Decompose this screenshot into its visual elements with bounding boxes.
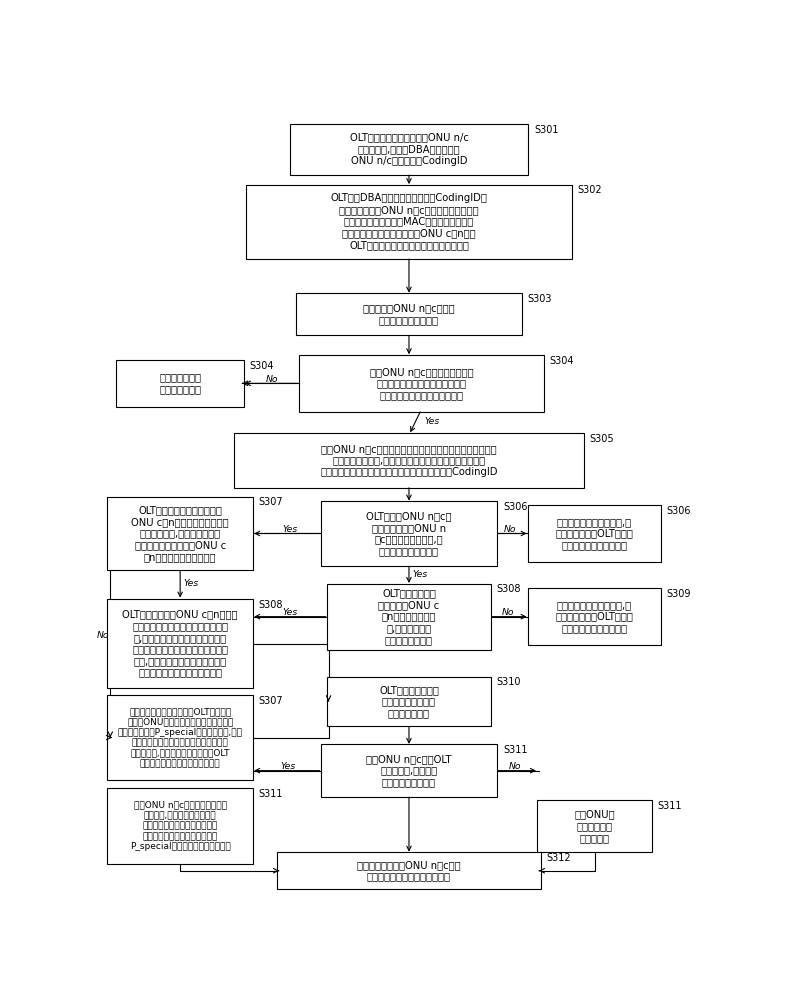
FancyBboxPatch shape (107, 497, 253, 570)
Text: 不进行网络编码相关操作,无
标记的数据帧在OLT进行下
行发送时将进行加密操作: 不进行网络编码相关操作,无 标记的数据帧在OLT进行下 行发送时将进行加密操作 (555, 517, 634, 550)
Text: S312: S312 (547, 853, 571, 863)
Text: No: No (502, 608, 514, 617)
Text: S306: S306 (503, 502, 527, 512)
FancyBboxPatch shape (326, 677, 492, 726)
Text: 配对ONU n和c接收OLT
下行数据帧,并判断下
行数据帧是否有标记: 配对ONU n和c接收OLT 下行数据帧,并判断下 行数据帧是否有标记 (366, 754, 452, 787)
Text: No: No (509, 762, 522, 771)
FancyBboxPatch shape (234, 433, 584, 488)
Text: S305: S305 (590, 434, 614, 444)
FancyBboxPatch shape (107, 695, 253, 780)
Text: S306: S306 (667, 506, 691, 516)
Text: OLT检测到存在对等通信的ONU n/c
之间的配对,并在该DBA周期之内给
ONU n/c分配配对号CodingID: OLT检测到存在对等通信的ONU n/c 之间的配对,并在该DBA周期之内给 O… (350, 133, 468, 166)
FancyBboxPatch shape (527, 505, 662, 562)
Text: 配对ONU n和c对有标记的数据帧
不进行解,只按帧中的缓存顺序
号与本地缓存中对应编号的数据
帧或配对连接相关信息中指定的
P_special进行网络编码的解: 配对ONU n和c对有标记的数据帧 不进行解,只按帧中的缓存顺序 号与本地缓存中… (130, 801, 231, 851)
Text: OLT对配对中先上行发送一方
ONU c（n）的有标记数据帧按
编号进行缓存,并在缓存等待时
间内检测后上行的配对ONU c
（n）是否存在配对的数据: OLT对配对中先上行发送一方 ONU c（n）的有标记数据帧按 编号进行缓存,并… (132, 505, 229, 562)
Text: S311: S311 (503, 745, 527, 755)
FancyBboxPatch shape (299, 355, 543, 412)
FancyBboxPatch shape (527, 588, 662, 645)
Text: Yes: Yes (282, 608, 298, 617)
FancyBboxPatch shape (321, 501, 497, 566)
FancyBboxPatch shape (277, 852, 541, 889)
Text: OLT将后上行一方ONU c（n）的数
据与先前缓存的数据按帧进行网络编
码,帧队列长度较长一方超出部分的
数据帧本地缓存并等待新的配对数据
上行,对网络编码后: OLT将后上行一方ONU c（n）的数 据与先前缓存的数据按帧进行网络编 码,帧… (122, 610, 238, 678)
Text: S307: S307 (259, 696, 283, 706)
Text: S311: S311 (259, 789, 283, 799)
Text: Yes: Yes (281, 762, 296, 771)
Text: OLT对配对中后上
行发送一方ONU c
（n）的数据进行接
收,并判断其中的
数据帧是否有标记: OLT对配对中后上 行发送一方ONU c （n）的数据进行接 收,并判断其中的 … (378, 588, 440, 645)
FancyBboxPatch shape (107, 788, 253, 864)
Text: S308: S308 (259, 600, 283, 610)
Text: Yes: Yes (425, 417, 440, 426)
FancyBboxPatch shape (117, 360, 244, 407)
FancyBboxPatch shape (296, 293, 522, 335)
FancyBboxPatch shape (247, 185, 571, 259)
Text: S304: S304 (549, 356, 574, 366)
FancyBboxPatch shape (107, 599, 253, 688)
Text: OLT对配对ONU n和c中
先上行发送一方ONU n
（c）的数据进行接收,并
判断数据帧是否有标记: OLT对配对ONU n和c中 先上行发送一方ONU n （c）的数据进行接收,并… (366, 511, 452, 556)
Text: 不进行网络编码相关操作,无
标记的数据帧在OLT进行下
行发送时将进行加密操作: 不进行网络编码相关操作,无 标记的数据帧在OLT进行下 行发送时将进行加密操作 (555, 600, 634, 633)
Text: No: No (97, 631, 109, 640)
FancyBboxPatch shape (290, 124, 528, 175)
Text: 上行帧不进行网
络编码相关操作: 上行帧不进行网 络编码相关操作 (159, 373, 201, 394)
Text: S307: S307 (259, 497, 283, 507)
Text: S303: S303 (527, 294, 552, 304)
Text: 将缓存等待超时的数据帧与OLT保存的对
应配对ONU的配对连接相关信息中指定的
某段特定的数据P_special进行网络编码,对网
络编码后的数据帧进行帧顺序单: 将缓存等待超时的数据帧与OLT保存的对 应配对ONU的配对连接相关信息中指定的 … (117, 707, 243, 768)
FancyBboxPatch shape (321, 744, 497, 797)
Text: Yes: Yes (412, 570, 427, 579)
Text: S308: S308 (497, 584, 521, 594)
Text: S301: S301 (534, 125, 559, 135)
Text: 解码完成之后配对ONU n和c清空
缓存中参与了解码操作的数据帧: 解码完成之后配对ONU n和c清空 缓存中参与了解码操作的数据帧 (358, 860, 460, 882)
Text: No: No (266, 375, 278, 384)
Text: Yes: Yes (282, 525, 298, 534)
Text: S302: S302 (577, 185, 602, 195)
FancyBboxPatch shape (537, 800, 652, 852)
FancyBboxPatch shape (326, 584, 492, 650)
Text: S310: S310 (497, 677, 521, 687)
Text: OLT对下行发送队列
中的编码和非编码数
据进行下行发送: OLT对下行发送队列 中的编码和非编码数 据进行下行发送 (379, 685, 439, 718)
Text: S304: S304 (250, 361, 274, 371)
Text: OLT在该DBA周期内将此编码对号CodingID以
及其中一个配对ONU n（c）下所有下挂终端的
地址（如媒质接入控制MAC地址）这些配对连
接相关信息单播: OLT在该DBA周期内将此编码对号CodingID以 及其中一个配对ONU n（… (330, 193, 488, 250)
Text: No: No (504, 525, 516, 534)
Text: S309: S309 (667, 589, 691, 599)
Text: 配对ONU n和c本地缓存目的地址与配对连接相关信息中目的
地址一致的上行帧,并在缓存帧和此类上行发送帧中均添加
相同的缓存顺序号以及和目的地址对应的编码对号C: 配对ONU n和c本地缓存目的地址与配对连接相关信息中目的 地址一致的上行帧,并… (320, 444, 498, 477)
Text: 配对ONU对
这类数据帧进
行解密操作: 配对ONU对 这类数据帧进 行解密操作 (575, 809, 614, 843)
Text: 相应的配对ONU n和c接收并
保存配对连接相关信息: 相应的配对ONU n和c接收并 保存配对连接相关信息 (363, 303, 455, 325)
Text: S311: S311 (658, 801, 682, 811)
Text: 配对ONU n和c判断各上行帧的目
的地址是否与本地保存的配对连接
相关信息中包含的目的地址一致: 配对ONU n和c判断各上行帧的目 的地址是否与本地保存的配对连接 相关信息中包… (369, 367, 473, 400)
Text: Yes: Yes (184, 579, 199, 588)
